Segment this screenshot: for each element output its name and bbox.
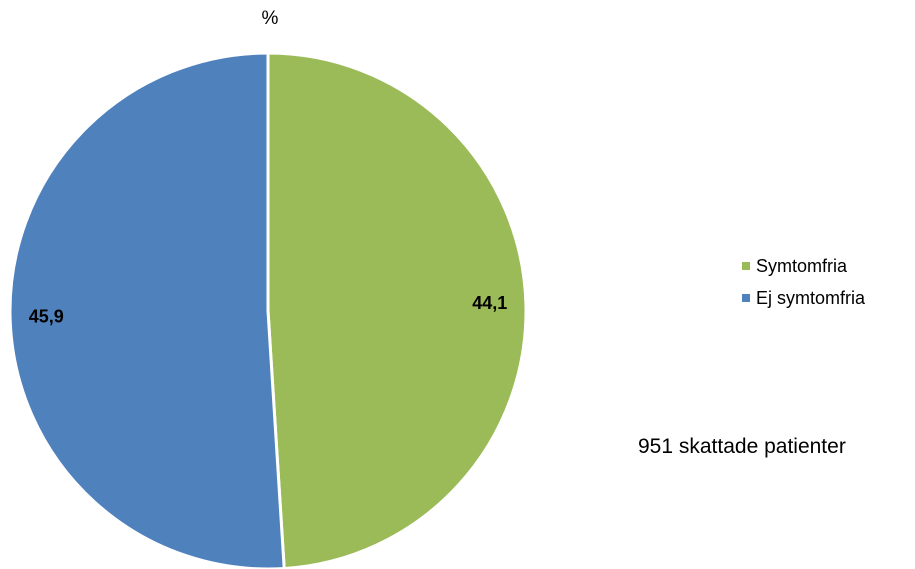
legend-label-ej-symtomfria: Ej symtomfria bbox=[756, 287, 866, 308]
legend-item-ej-symtomfria: Ej symtomfria bbox=[742, 282, 865, 314]
pie-slices bbox=[8, 51, 528, 569]
data-label-ej-symtomfria: 45,9 bbox=[29, 307, 64, 327]
pie-slice-ej-symtomfria bbox=[8, 51, 286, 569]
legend: Symtomfria Ej symtomfria bbox=[742, 250, 865, 314]
pie-slice-symtomfria bbox=[266, 51, 528, 569]
legend-swatch-ej-symtomfria bbox=[742, 294, 750, 302]
pie-data-labels: 44,1 45,9 bbox=[29, 293, 508, 327]
legend-swatch-symtomfria bbox=[742, 262, 750, 270]
legend-item-symtomfria: Symtomfria bbox=[742, 250, 865, 282]
data-label-symtomfria: 44,1 bbox=[472, 293, 507, 313]
chart-title: % bbox=[261, 8, 279, 29]
patient-count-note: 951 skattade patienter bbox=[638, 435, 846, 458]
legend-label-symtomfria: Symtomfria bbox=[756, 255, 848, 276]
